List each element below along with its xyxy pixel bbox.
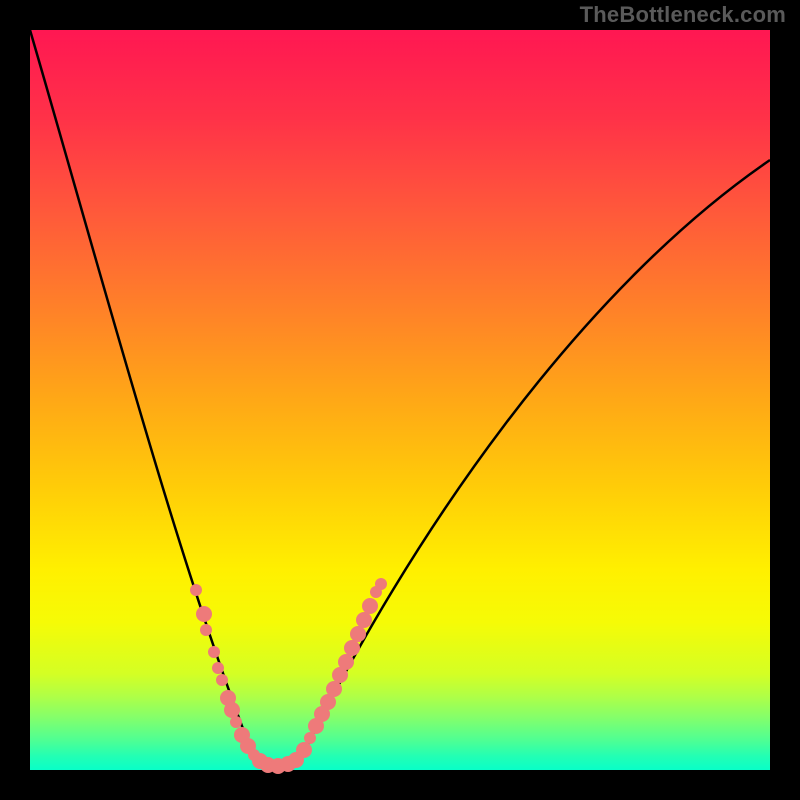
marker-point <box>196 606 212 622</box>
marker-point <box>356 612 372 628</box>
marker-point <box>350 626 366 642</box>
marker-point <box>230 716 242 728</box>
watermark-text: TheBottleneck.com <box>580 2 786 28</box>
chart-svg <box>30 30 770 770</box>
marker-point <box>375 578 387 590</box>
marker-point <box>200 624 212 636</box>
marker-group <box>190 578 387 774</box>
marker-point <box>216 674 228 686</box>
marker-point <box>326 681 342 697</box>
marker-point <box>224 702 240 718</box>
marker-point <box>208 646 220 658</box>
marker-point <box>212 662 224 674</box>
marker-point <box>362 598 378 614</box>
marker-point <box>344 640 360 656</box>
marker-point <box>296 742 312 758</box>
plot-area <box>30 30 770 770</box>
marker-point <box>190 584 202 596</box>
bottleneck-curve <box>30 30 770 766</box>
marker-point <box>304 732 316 744</box>
marker-point <box>338 654 354 670</box>
